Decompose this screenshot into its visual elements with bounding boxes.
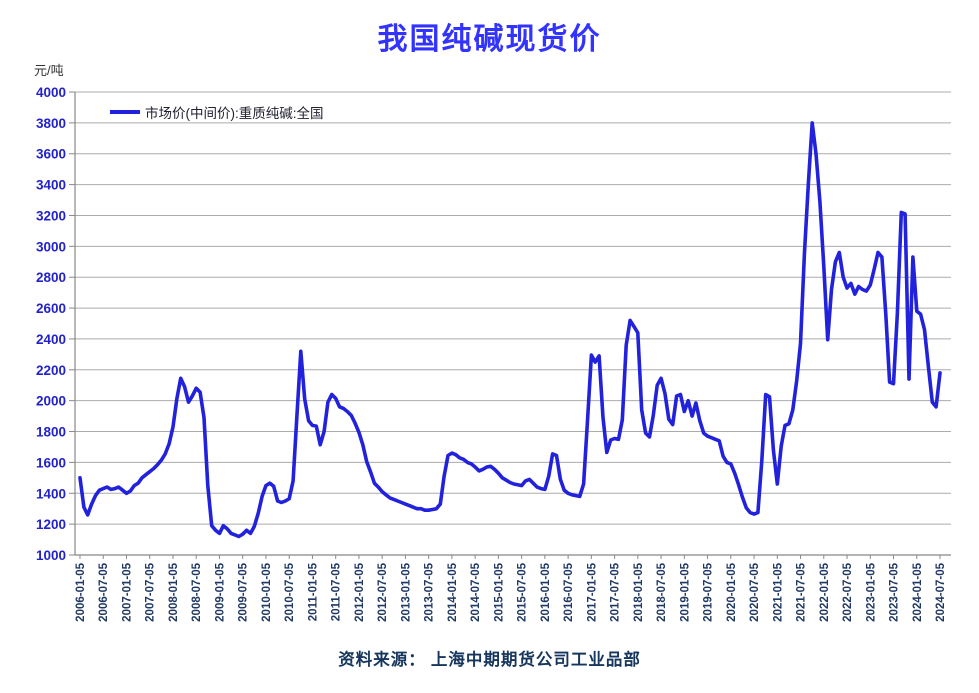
x-tick-label: 2019-07-05 [703,562,715,621]
x-tick-label: 2011-01-05 [307,562,319,621]
y-tick-label: 2000 [36,394,66,409]
y-tick-label: 1400 [36,486,66,501]
y-tick-label: 1000 [36,548,66,563]
y-tick-label: 3800 [36,116,66,131]
y-tick-label: 1600 [36,455,66,470]
x-tick-label: 2012-01-05 [354,562,366,621]
x-tick-label: 2018-07-05 [656,562,668,621]
x-tick-label: 2022-01-05 [819,562,831,621]
y-tick-label: 2400 [36,332,66,347]
x-tick-label: 2006-01-05 [75,562,87,621]
x-tick-label: 2021-01-05 [772,562,784,621]
y-tick-label: 3600 [36,147,66,162]
x-tick-label: 2014-07-05 [470,562,482,621]
legend-label: 市场价(中间价):重质纯碱:全国 [145,106,324,121]
x-tick-label: 2016-07-05 [563,562,575,621]
x-tick-label: 2008-01-05 [168,562,180,621]
x-tick-label: 2010-01-05 [261,562,273,621]
y-tick-label: 3000 [36,239,66,254]
x-tick-label: 2009-01-05 [214,562,226,621]
x-tick-label: 2010-07-05 [284,562,296,621]
x-tick-label: 2020-07-05 [749,562,761,621]
y-tick-label: 1200 [36,517,66,532]
x-tick-label: 2017-01-05 [586,562,598,621]
x-tick-label: 2015-01-05 [493,562,505,621]
x-tick-label: 2017-07-05 [610,562,622,621]
legend-line-swatch [110,110,140,114]
source-credit: 资料来源： 上海中期期货公司工业品部 [338,650,641,669]
x-tick-label: 2006-07-05 [98,562,110,621]
x-tick-label: 2014-01-05 [447,562,459,621]
x-tick-label: 2024-07-05 [935,562,947,621]
x-tick-label: 2011-07-05 [331,562,343,621]
x-tick-label: 2013-07-05 [424,562,436,621]
legend: 市场价(中间价):重质纯碱:全国 [110,103,324,121]
page-title: 我国纯碱现货价 [377,23,602,56]
x-tick-label: 2008-07-05 [191,562,203,621]
price-chart: 4000 3800 3600 3400 3200 3000 2800 2600 2400 2200… [36,85,951,622]
y-tick-label: 3200 [36,208,66,223]
x-tick-label: 2021-07-05 [796,562,808,621]
x-tick-label: 2013-01-05 [400,562,412,621]
y-axis-unit-label: 元/吨 [34,63,64,78]
x-tick-label: 2019-01-05 [679,562,691,621]
price-line [78,121,942,539]
x-tick-label: 2015-07-05 [517,562,529,621]
y-tick-label: 3400 [36,178,66,193]
x-tick-label: 2024-01-05 [912,562,924,621]
y-tick-label: 2600 [36,301,66,316]
y-tick-label: 2800 [36,270,66,285]
x-tick-label: 2023-07-05 [889,562,901,621]
x-tick-label: 2016-01-05 [540,562,552,621]
y-tick-label: 4000 [36,85,66,100]
y-tick-label: 1800 [36,425,66,440]
x-tick-label: 2020-01-05 [726,562,738,621]
x-tick-label: 2007-01-05 [121,562,133,621]
x-tick-label: 2007-07-05 [145,562,157,621]
x-tick-label: 2023-01-05 [865,562,877,621]
y-tick-label: 2200 [36,363,66,378]
x-tick-label: 2009-07-05 [238,562,250,621]
x-tick-label: 2018-01-05 [633,562,645,621]
x-tick-label: 2012-07-05 [377,562,389,621]
x-tick-label: 2022-07-05 [842,562,854,621]
